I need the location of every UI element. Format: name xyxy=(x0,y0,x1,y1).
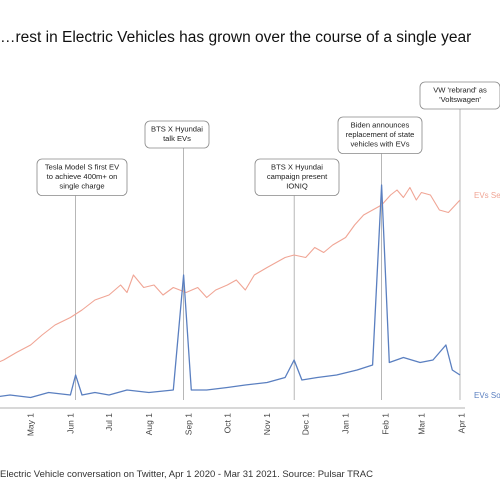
annotation-text: BTS X Hyundai xyxy=(151,125,203,134)
x-tick-label: Sep 1 xyxy=(184,413,194,435)
annotation-text: campaign present xyxy=(267,172,328,181)
annotation-text: to achieve 400m+ on xyxy=(47,172,118,181)
search-series-label: EVs Sea… xyxy=(474,191,500,200)
annotation-box xyxy=(419,81,500,110)
annotation-text: Tesla Model S first EV xyxy=(45,163,120,172)
annotation-text: BTS X Hyundai xyxy=(271,163,323,172)
x-tick-label: Apr 1 xyxy=(456,413,466,434)
x-tick-label: Nov 1 xyxy=(262,413,272,435)
x-tick-label: Jun 1 xyxy=(65,413,75,434)
x-tick-label: Mar 1 xyxy=(416,413,426,435)
social-series-line xyxy=(0,184,461,399)
annotation-box xyxy=(254,158,340,196)
series-layer xyxy=(0,184,461,399)
x-tick-label: Jul 1 xyxy=(104,413,114,431)
x-tick-label: Oct 1 xyxy=(222,413,232,434)
x-tick-label: Dec 1 xyxy=(301,413,311,435)
annotation-text: Biden announces xyxy=(351,121,410,130)
x-tick-label: Jan 1 xyxy=(341,413,351,434)
annotation-box xyxy=(36,158,128,196)
x-tick-label: Aug 1 xyxy=(144,413,154,435)
annotation-text: single charge xyxy=(59,182,104,191)
source-caption: Electric Vehicle conversation on Twitter… xyxy=(0,469,373,480)
annotation-box xyxy=(337,116,423,154)
chart-title: …rest in Electric Vehicles has grown ove… xyxy=(0,29,472,46)
social-series-label: EVs Soc… xyxy=(474,391,500,400)
x-tick-label: Feb 1 xyxy=(380,413,390,435)
annotation-text: replacement of state xyxy=(346,130,415,139)
search-series-line xyxy=(0,186,461,363)
x-tick-label: May 1 xyxy=(26,413,36,436)
annotation-box xyxy=(144,120,210,149)
annotation-text: talk EVs xyxy=(163,134,191,143)
annotation-text: vehicles with EVs xyxy=(350,140,409,149)
annotation-text: IONIQ xyxy=(286,182,308,191)
annotation: VW 'rebrand' as'Voltswagen' xyxy=(419,81,500,400)
annotation-text: VW 'rebrand' as xyxy=(433,86,487,95)
annotation-text: 'Voltswagen' xyxy=(439,95,481,104)
series-labels: EVs Sea… EVs Soc… xyxy=(474,191,500,400)
x-tick-labels: May 1 Jun 1 Jul 1 Aug 1 Sep 1 Oct 1 Nov 1 Dec 1… xyxy=(26,413,467,436)
